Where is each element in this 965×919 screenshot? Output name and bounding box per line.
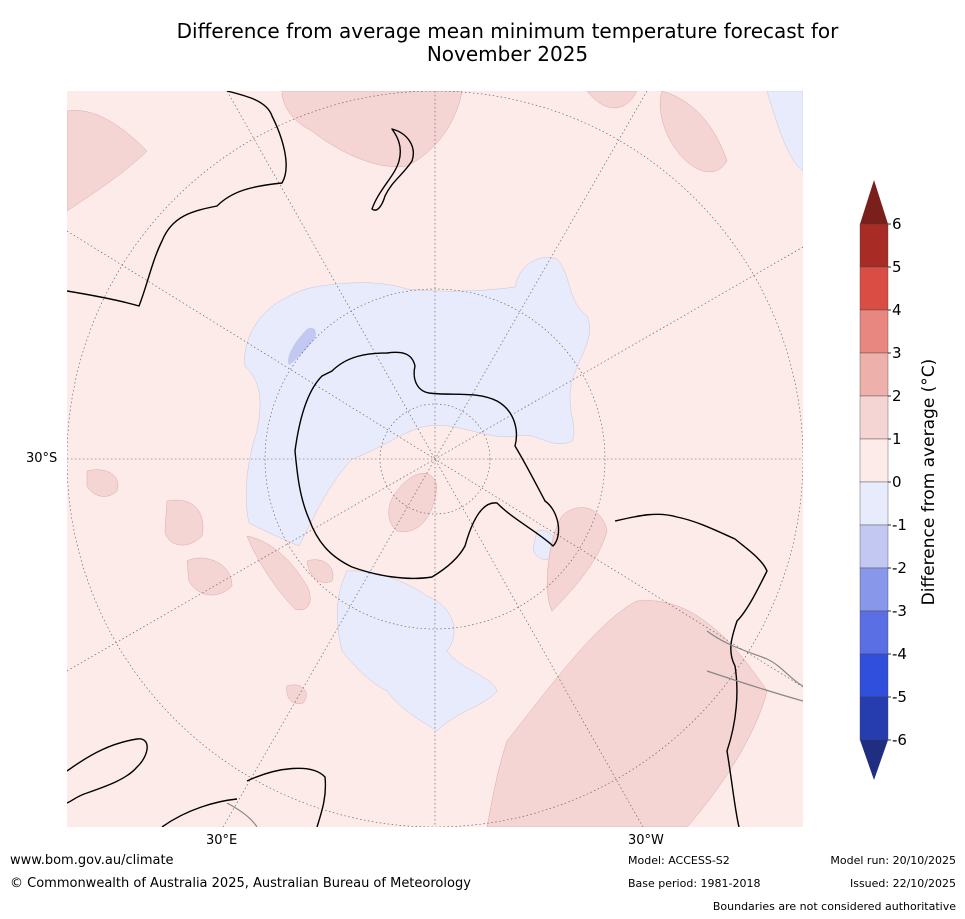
colorbar-bin bbox=[859, 438, 889, 483]
colorbar-tick-label: 0 bbox=[892, 473, 902, 491]
colorbar-bin bbox=[859, 266, 889, 311]
country-borders bbox=[226, 630, 803, 827]
anomaly-below-1-patches bbox=[288, 327, 316, 365]
boundaries-disclaimer: Boundaries are not considered authoritat… bbox=[712, 900, 956, 913]
colorbar-tick-label: 3 bbox=[892, 344, 902, 362]
website-link[interactable]: www.bom.gov.au/climate bbox=[10, 853, 174, 868]
colorbar-tick-label: 5 bbox=[892, 258, 902, 276]
longitude-label-30e: 30°E bbox=[206, 833, 238, 848]
colorbar-bin bbox=[859, 653, 889, 698]
australia-coast bbox=[67, 91, 287, 307]
anomaly-above-1-regions bbox=[67, 91, 768, 827]
colorbar-tick-label: -5 bbox=[892, 688, 907, 706]
model-name: Model: ACCESS-S2 bbox=[628, 854, 730, 867]
colorbar-bin bbox=[859, 223, 889, 268]
colorbar-bin bbox=[859, 610, 889, 655]
colorbar-tick-label: 4 bbox=[892, 301, 902, 319]
issued-date: Issued: 22/10/2025 bbox=[849, 877, 956, 890]
colorbar-tick-label: 2 bbox=[892, 387, 902, 405]
colorbar-tick-label: -4 bbox=[892, 645, 907, 663]
graticule bbox=[67, 91, 803, 827]
colorbar-tick-label: -1 bbox=[892, 516, 907, 534]
colorbar-tick-label: -2 bbox=[892, 559, 907, 577]
antarctica-coast bbox=[294, 351, 560, 580]
colorbar-tick-label: 1 bbox=[892, 430, 902, 448]
title-line-2: November 2025 bbox=[426, 42, 589, 66]
madagascar-coast bbox=[246, 767, 327, 827]
coastlines bbox=[67, 91, 768, 827]
colorbar: 6 5 4 3 2 1 0 -1 -2 -3 -4 -5 -6 bbox=[859, 180, 907, 780]
colorbar-tick-label: -3 bbox=[892, 602, 907, 620]
copyright-text: © Commonwealth of Australia 2025, Austra… bbox=[10, 876, 471, 891]
colorbar-bin bbox=[859, 524, 889, 569]
africa-coast bbox=[67, 738, 148, 804]
anomaly-below-zero-regions bbox=[244, 91, 803, 732]
colorbar-bin bbox=[859, 309, 889, 354]
colorbar-extend-below bbox=[860, 740, 888, 780]
colorbar-bin bbox=[859, 395, 889, 440]
title-line-1: Difference from average mean minimum tem… bbox=[176, 19, 839, 43]
colorbar-bin bbox=[859, 481, 889, 526]
new-zealand-coast bbox=[371, 128, 414, 211]
colorbar-extend-above bbox=[860, 180, 888, 224]
colorbar-bin bbox=[859, 567, 889, 612]
colorbar-tick-label: -6 bbox=[892, 731, 907, 749]
colorbar-bin bbox=[859, 352, 889, 397]
colorbar-bin bbox=[859, 696, 889, 741]
longitude-label-30w: 30°W bbox=[628, 833, 664, 848]
chart-title: Difference from average mean minimum tem… bbox=[60, 20, 955, 66]
model-run-date: Model run: 20/10/2025 bbox=[830, 854, 956, 867]
south-america-coast bbox=[614, 513, 768, 827]
colorbar-title: Difference from average (°C) bbox=[919, 358, 939, 606]
forecast-map bbox=[67, 91, 803, 827]
southern-africa-coast bbox=[161, 798, 238, 827]
latitude-label-30s: 30°S bbox=[26, 451, 58, 466]
colorbar-tick-label: 6 bbox=[892, 215, 902, 233]
base-period: Base period: 1981-2018 bbox=[628, 877, 761, 890]
